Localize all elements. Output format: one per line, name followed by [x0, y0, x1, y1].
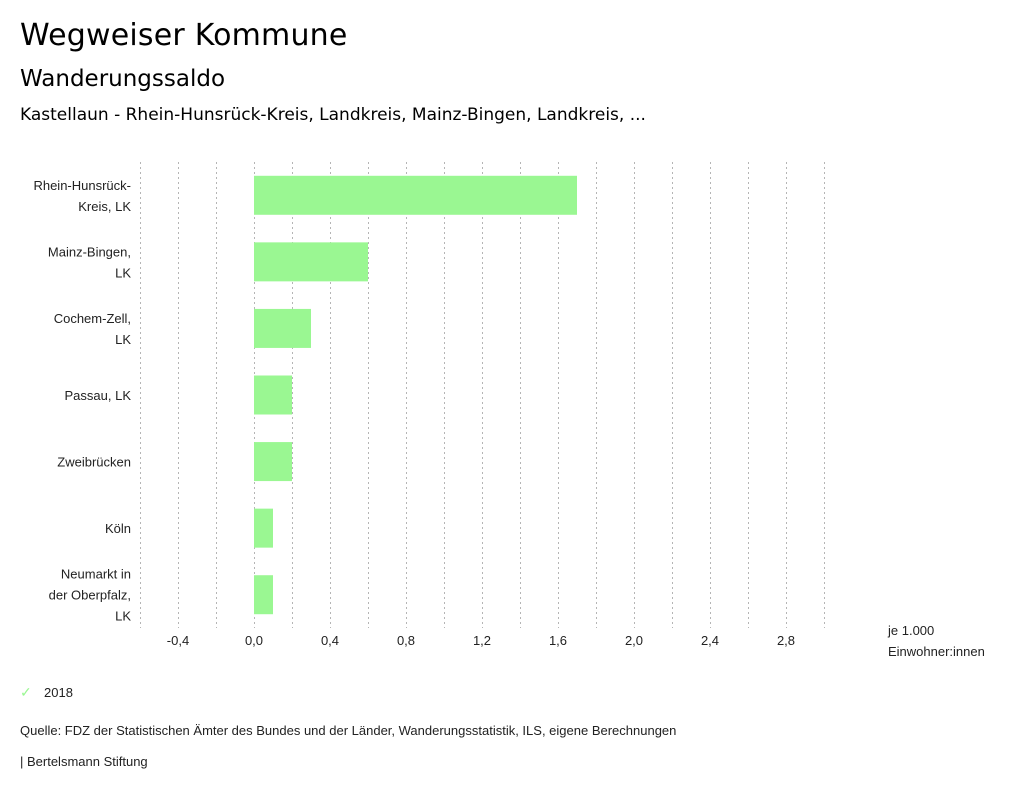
- category-label: Cochem-Zell,: [54, 311, 131, 326]
- category-label: Köln: [105, 521, 131, 536]
- grid-lines: [140, 162, 825, 628]
- bar-0[interactable]: [254, 175, 577, 215]
- tick-label: 0,8: [397, 633, 415, 648]
- tick-label: 2,0: [625, 633, 643, 648]
- bar-1[interactable]: [254, 242, 368, 282]
- chart-subtitle: Wanderungssaldo: [20, 66, 226, 92]
- category-label: Kreis, LK: [78, 199, 131, 214]
- category-label: Neumarkt in: [61, 567, 131, 582]
- bar-6[interactable]: [254, 575, 273, 615]
- category-label: Zweibrücken: [57, 455, 131, 470]
- publisher-note: | Bertelsmann Stiftung: [20, 754, 148, 769]
- tick-label: 0,4: [321, 633, 339, 648]
- tick-label: 0,0: [245, 633, 263, 648]
- tick-label: 2,4: [701, 633, 719, 648]
- category-label: LK: [115, 609, 131, 624]
- category-label: der Oberpfalz,: [49, 588, 131, 603]
- tick-label: 1,2: [473, 633, 491, 648]
- category-label: Rhein-Hunsrück-: [33, 178, 131, 193]
- tick-label: 2,8: [777, 633, 795, 648]
- bar-4[interactable]: [254, 442, 292, 482]
- bar-5[interactable]: [254, 508, 273, 548]
- category-labels: Rhein-Hunsrück- Kreis, LK Mainz-Bingen, LK C…: [33, 178, 131, 624]
- unit-label: je 1.000: [887, 623, 934, 638]
- unit-label: Einwohner:innen: [888, 644, 985, 659]
- category-label: Mainz-Bingen,: [48, 244, 131, 259]
- tick-label: 1,6: [549, 633, 567, 648]
- check-icon[interactable]: ✓: [20, 684, 32, 700]
- source-note: Quelle: FDZ der Statistischen Ämter des …: [20, 723, 677, 738]
- x-axis-ticks: -0,4 0,0 0,4 0,8 1,2 1,6 2,0 2,4 2,8: [167, 633, 795, 648]
- category-label: Passau, LK: [65, 388, 132, 403]
- category-label: LK: [115, 332, 131, 347]
- region-label: Kastellaun - Rhein-Hunsrück-Kreis, Landk…: [20, 105, 646, 125]
- bar-chart: Rhein-Hunsrück- Kreis, LK Mainz-Bingen, LK C…: [33, 162, 985, 659]
- x-axis-unit-label: je 1.000 Einwohner:innen: [887, 623, 985, 659]
- category-label: LK: [115, 265, 131, 280]
- legend-label-2018[interactable]: 2018: [44, 685, 73, 700]
- bars: [254, 175, 577, 615]
- legend[interactable]: ✓ 2018: [20, 684, 73, 701]
- bar-2[interactable]: [254, 308, 311, 348]
- tick-label: -0,4: [167, 633, 189, 648]
- page-title: Wegweiser Kommune: [20, 18, 348, 53]
- bar-3[interactable]: [254, 375, 292, 415]
